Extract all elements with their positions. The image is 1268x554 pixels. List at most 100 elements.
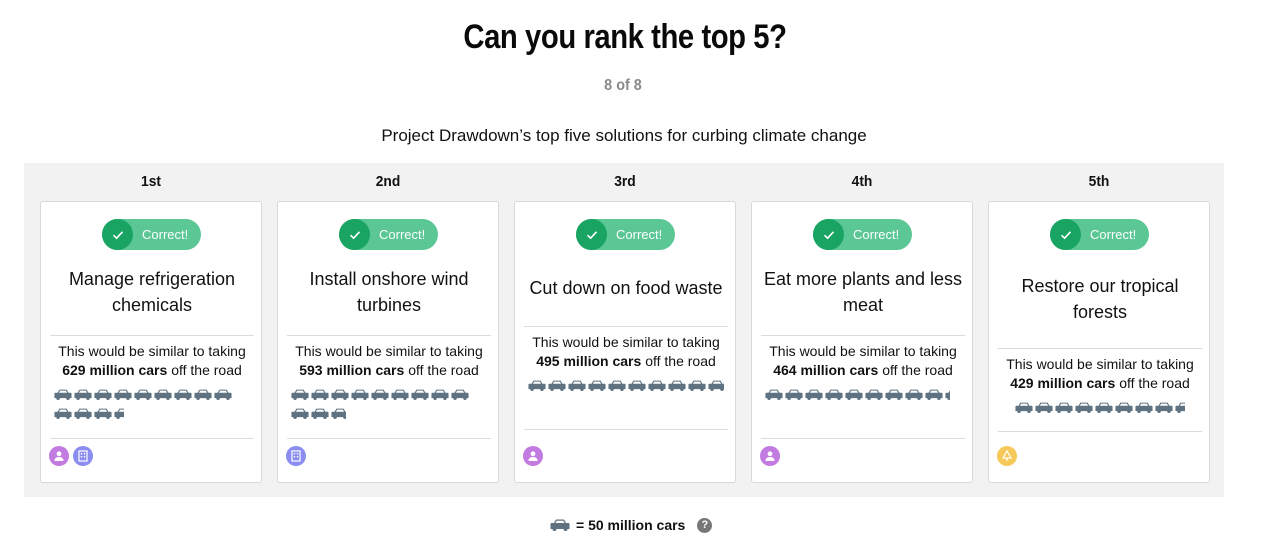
car-icon [765,388,783,402]
partial-car-icon [114,407,124,421]
check-icon [102,219,133,250]
cars-amount: 629 million cars [62,362,168,378]
cars-amount: 464 million cars [773,362,879,378]
car-icon [54,388,72,402]
car-icon [311,388,329,402]
car-icon [1035,401,1053,415]
divider [50,335,254,336]
legend-text: = 50 million cars [576,517,686,533]
solution-card[interactable]: Correct! Eat more plants and less meat Thi… [751,201,973,483]
car-icon [391,388,409,402]
solution-name: Restore our tropical forests [1021,276,1179,322]
partial-car-icon [708,379,724,393]
help-icon[interactable]: ? [697,517,713,533]
cars-amount: 593 million cars [299,362,405,378]
car-icon [74,388,92,402]
car-pictogram [765,388,961,402]
progress-indicator: 8 of 8 [604,77,642,94]
car-icon [331,388,349,402]
car-icon [134,388,152,402]
cars-amount: 495 million cars [536,353,642,369]
impact-suffix: off the road [1119,375,1190,391]
solution-card[interactable]: Correct! Install onshore wind turbines Thi… [277,201,499,483]
person-icon[interactable] [760,446,780,466]
impact-suffix: off the road [408,362,479,378]
car-icon [588,379,606,393]
rank-label: 2nd [375,173,401,190]
impact-text: This would be similar to taking 464 milli… [758,342,968,380]
legend: = 50 million cars ? [550,515,713,535]
car-pictogram [291,388,487,421]
subtitle: Project Drawdown’s top five solutions fo… [381,126,867,145]
car-icon [54,407,72,421]
car-icon [845,388,863,402]
page-title: Can you rank the top 5? [463,18,787,56]
building-icon[interactable] [73,446,93,466]
car-icon [548,379,566,393]
car-icon [1155,401,1173,415]
correct-label: Correct! [142,227,189,242]
tree-icon[interactable] [997,446,1017,466]
solution-card[interactable]: Correct! Restore our tropical forests This… [988,201,1210,483]
impact-text: This would be similar to taking 495 milli… [521,333,731,371]
solution-name: Install onshore wind turbines [309,269,469,315]
partial-car-icon [1175,401,1185,415]
divider [998,348,1202,349]
correct-badge: Correct! [576,219,675,250]
car-icon [905,388,923,402]
car-icon [668,379,686,393]
correct-label: Correct! [853,227,900,242]
divider [998,431,1202,432]
car-icon [214,388,232,402]
divider [50,438,254,439]
rank-label: 4th [851,173,873,190]
rank-label: 1st [141,173,161,190]
solution-card[interactable]: Correct! Cut down on food waste This would… [514,201,736,483]
partial-car-icon [331,407,346,421]
car-icon [194,388,212,402]
category-icons [760,446,780,466]
solution-card[interactable]: Correct! Manage refrigeration chemicals Th… [40,201,262,483]
car-icon [1075,401,1093,415]
car-icon [785,388,803,402]
impact-prefix: This would be similar to taking [1006,356,1194,372]
building-icon[interactable] [286,446,306,466]
divider [761,438,965,439]
car-icon [94,388,112,402]
divider [287,438,491,439]
rank-label: 5th [1088,173,1110,190]
car-icon [885,388,903,402]
car-icon [1115,401,1133,415]
impact-prefix: This would be similar to taking [295,343,483,359]
person-icon[interactable] [523,446,543,466]
car-icon [351,388,369,402]
car-icon [94,407,112,421]
impact-prefix: This would be similar to taking [532,334,720,350]
solution-name: Eat more plants and less meat [763,269,963,315]
impact-suffix: off the road [645,353,716,369]
check-icon [813,219,844,250]
results-panel: 1st Correct! Manage refrigeration chemical… [24,163,1224,497]
person-icon[interactable] [49,446,69,466]
divider [761,335,965,336]
car-icon [1015,401,1033,415]
impact-suffix: off the road [171,362,242,378]
car-icon [1055,401,1073,415]
cars-amount: 429 million cars [1010,375,1116,391]
divider [524,429,728,430]
car-icon [291,388,309,402]
car-icon [628,379,646,393]
car-icon [74,407,92,421]
car-icon [371,388,389,402]
impact-prefix: This would be similar to taking [58,343,246,359]
rank-label: 3rd [614,173,636,190]
car-icon [1135,401,1153,415]
car-icon [925,388,943,402]
car-icon [528,379,546,393]
car-pictogram [528,379,724,393]
car-icon [154,388,172,402]
car-icon [688,379,706,393]
category-icons [286,446,306,466]
car-pictogram [54,388,250,421]
solution-name: Cut down on food waste [529,278,723,298]
